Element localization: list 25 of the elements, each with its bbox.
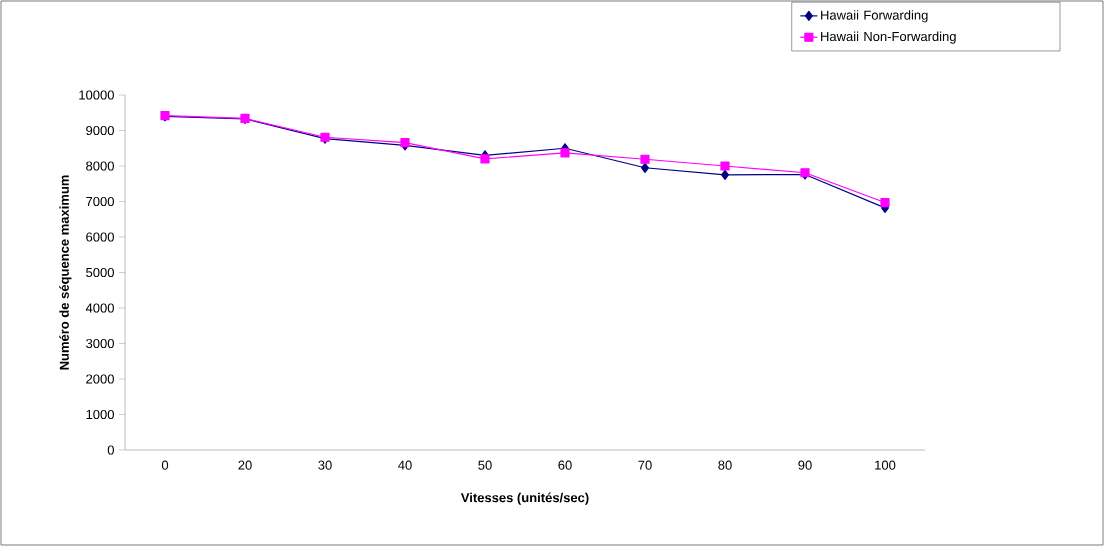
x-tick-label: 20 bbox=[238, 460, 252, 470]
y-tick-label: 0 bbox=[107, 445, 114, 455]
y-tick-label: 6000 bbox=[86, 232, 114, 242]
y-tick-label: 4000 bbox=[85, 303, 114, 313]
legend-label: Hawaii Non-Forwarding bbox=[821, 31, 956, 44]
y-tick-label: 1000 bbox=[86, 409, 114, 420]
y-tick-label: 10000 bbox=[79, 90, 114, 100]
y-tick-label: 3000 bbox=[86, 338, 114, 349]
x-tick-label: 70 bbox=[638, 460, 652, 470]
x-axis-title: Vitesses (unités/sec) bbox=[460, 492, 589, 505]
y-tick-label: 8000 bbox=[86, 161, 114, 171]
x-tick-label: 100 bbox=[875, 460, 896, 470]
x-tick-label: 60 bbox=[558, 460, 572, 470]
y-tick-label: 7000 bbox=[86, 196, 114, 207]
legend-label: Hawaii Forwarding bbox=[821, 10, 928, 23]
x-tick-label: 0 bbox=[161, 460, 169, 470]
x-tick-label: 50 bbox=[478, 460, 492, 470]
x-tick-label: 90 bbox=[798, 460, 812, 470]
x-tick-label: 40 bbox=[398, 460, 412, 470]
y-tick-label: 9000 bbox=[86, 125, 114, 136]
x-tick-label: 80 bbox=[718, 460, 732, 470]
y-tick-label: 5000 bbox=[86, 267, 114, 278]
y-tick-label: 2000 bbox=[86, 374, 114, 384]
x-tick-label: 30 bbox=[318, 460, 332, 470]
y-axis-title: Numéro de séquence maximum bbox=[59, 175, 72, 370]
